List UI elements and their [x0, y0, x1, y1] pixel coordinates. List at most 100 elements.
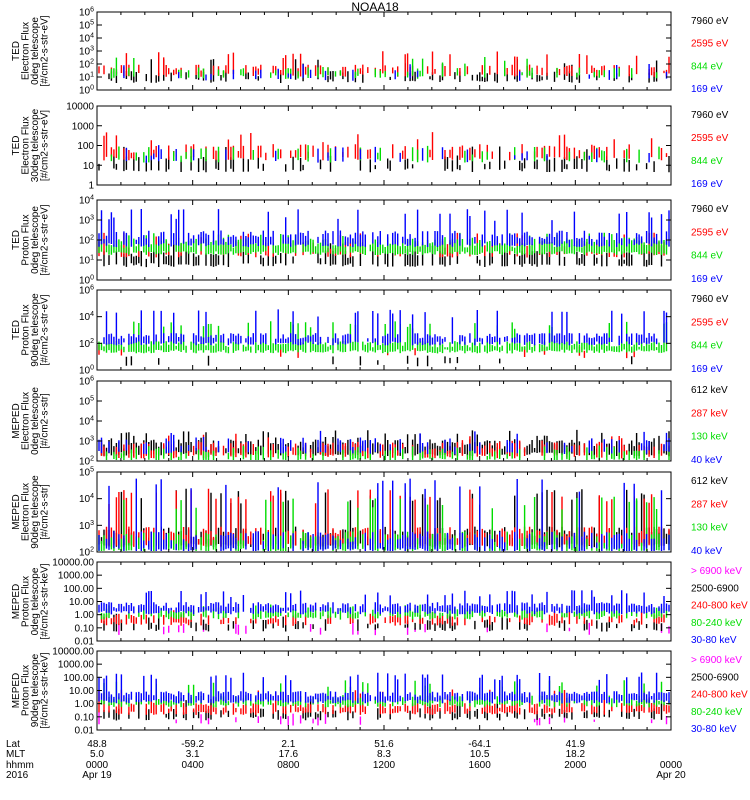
y-tick-label: 10000.00: [52, 647, 94, 658]
series-3-4: [98, 209, 670, 248]
y-tick-label: 102: [79, 338, 94, 350]
y-tick-label: 106: [79, 285, 94, 297]
legend-entry: 80-240 keV: [691, 707, 742, 718]
y-tick-label: 1000.00: [58, 660, 95, 671]
y-tick-label: 1000.00: [58, 571, 95, 582]
legend-entry: 30-80 keV: [691, 635, 737, 646]
legend-entry: > 6900 keV: [691, 655, 742, 666]
y-tick-label: 101: [79, 72, 94, 84]
legend-entry: 40 keV: [691, 546, 722, 557]
legend-entry: 130 keV: [691, 432, 728, 443]
series-7-2: [103, 613, 663, 632]
legend-entry: 80-240 keV: [691, 618, 742, 629]
y-tick-label: 100.00: [63, 584, 94, 595]
legend-entry: 130 keV: [691, 523, 728, 534]
legend-entry: 30-80 keV: [691, 724, 737, 735]
footer-date-value: Apr 20: [656, 770, 686, 781]
legend-entry: 40 keV: [691, 455, 722, 466]
series-5-4: [98, 430, 670, 455]
footer-hhmm-value: 0400: [182, 760, 205, 771]
y-tick-label: 10.00: [69, 686, 94, 697]
series-3-1: [103, 243, 663, 268]
y-tick-label: 1000: [72, 121, 95, 132]
panel-4: 100 102 104 106 TEDProton Flux90deg telescop…: [11, 285, 729, 377]
legend-entry: 7960 eV: [691, 294, 729, 305]
panel-5: 102 103 104 105 106 MEPEDElectron Flux0deg te…: [11, 376, 728, 468]
legend-entry: 240-800 keV: [691, 601, 748, 612]
y-axis-label: TEDElectron Flux30deg telescope[#/cm2-s-…: [11, 108, 51, 182]
legend-entry: 7960 eV: [691, 204, 729, 215]
y-tick-label: 106: [79, 7, 94, 19]
footer-lat-value: 48.8: [87, 739, 107, 750]
y-tick-label: 103: [79, 436, 94, 448]
y-axis-label: MEPEDProton Flux0deg telescope[#/cm2-s-s…: [11, 563, 51, 639]
y-axis-label: MEPEDProton Flux90deg telescope[#/cm2-s-…: [11, 652, 51, 728]
footer-mlt-value: 8.3: [377, 749, 391, 760]
footer-lat-value: -59.2: [181, 739, 204, 750]
legend-entry: 844 eV: [691, 341, 723, 352]
footer-lat-value: 51.6: [374, 739, 394, 750]
y-tick-label: 100: [77, 141, 94, 152]
legend-entry: 612 keV: [691, 476, 728, 487]
footer-hhmm-value: 1200: [373, 760, 396, 771]
y-tick-label: 100: [79, 365, 94, 377]
series-1-2: [98, 51, 670, 77]
legend-entry: 844 eV: [691, 251, 723, 262]
y-tick-label: 103: [79, 215, 94, 227]
legend-entry: 2500-6900: [691, 583, 739, 594]
y-tick-label: 0.10: [75, 712, 95, 723]
series-1-3: [110, 57, 658, 80]
footer-date-value: Apr 19: [82, 770, 112, 781]
y-tick-label: 1.00: [75, 610, 95, 621]
y-axis-label: TEDElectron Flux0deg telescope[#/cm2-s-s…: [11, 15, 51, 86]
panel-8: 0.01 0.10 1.00 10.00 100.00 1000.00 10000.00ME…: [11, 647, 748, 737]
y-axis-label: TEDProton Flux0deg telescope[#/cm2-s-str…: [11, 204, 51, 275]
y-tick-label: 105: [79, 396, 94, 408]
series-2-1: [98, 146, 670, 173]
y-tick-label: 104: [79, 33, 94, 45]
series-6-3: [98, 496, 670, 551]
series-8-1: [98, 711, 668, 726]
legend-entry: 2595 eV: [691, 39, 729, 50]
series-4-1: [125, 355, 633, 367]
y-tick-label: 10.00: [69, 597, 94, 608]
legend-entry: 612 keV: [691, 385, 728, 396]
y-tick-label: 104: [79, 311, 94, 323]
footer-lat-value: -64.1: [468, 739, 491, 750]
y-tick-label: 105: [79, 467, 94, 479]
y-axis-label: MEPEDElectron Flux90deg telescope[#/cm2-…: [11, 475, 51, 549]
panel-7: 0.01 0.10 1.00 10.00 100.00 1000.00 10000.00ME…: [11, 558, 748, 648]
y-tick-label: 104: [79, 416, 94, 428]
y-tick-label: 10000: [66, 102, 94, 113]
legend-entry: 7960 eV: [691, 110, 729, 121]
legend-entry: 240-800 keV: [691, 690, 748, 701]
legend-entry: 844 eV: [691, 61, 723, 72]
footer-hhmm-value: 0800: [277, 760, 300, 771]
y-tick-label: 104: [79, 195, 94, 207]
panel-3: 100 101 102 103 104 TEDProton Flux0deg telesc…: [11, 195, 729, 287]
legend-entry: 2595 eV: [691, 317, 729, 328]
footer-mlt-value: 18.2: [566, 749, 586, 760]
series-6-4: [98, 478, 670, 551]
y-axis-label: MEPEDElectron Flux0deg telescope[#/cm2-s…: [11, 387, 51, 455]
y-tick-label: 101: [79, 255, 94, 267]
series-6-2: [98, 488, 670, 548]
legend-entry: 169 eV: [691, 274, 723, 285]
legend-entry: 169 eV: [691, 179, 723, 190]
series-2-3: [110, 145, 660, 163]
panel-frame: [96, 105, 672, 186]
y-tick-label: 105: [79, 20, 94, 32]
footer-mlt-value: 10.5: [470, 749, 490, 760]
series-1-4: [123, 64, 668, 81]
footer-hhmm-value: 0000: [660, 760, 683, 771]
series-8-5: [98, 672, 670, 704]
y-tick-label: 10: [83, 161, 95, 172]
y-tick-label: 0.01: [75, 726, 95, 737]
legend-entry: 7960 eV: [691, 16, 729, 27]
legend-entry: 2500-6900: [691, 672, 739, 683]
series-2-4: [125, 145, 650, 163]
footer-hhmm-value: 2000: [564, 760, 587, 771]
legend-entry: > 6900 keV: [691, 566, 742, 577]
